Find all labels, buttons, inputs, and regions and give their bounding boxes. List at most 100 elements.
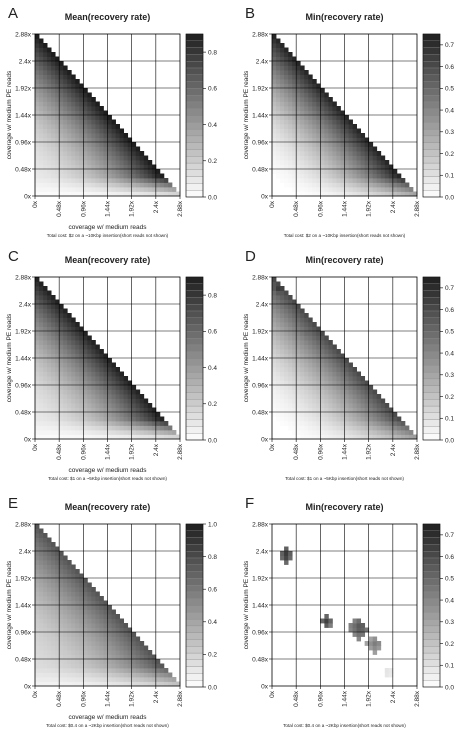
heatmap-cell	[356, 632, 362, 637]
heatmap-cell	[300, 425, 305, 431]
heatmap-cell	[296, 74, 301, 80]
heatmap-cell	[107, 169, 112, 174]
heatmap-cell	[51, 623, 56, 628]
heatmap-cell	[272, 353, 277, 359]
heatmap-cell	[67, 582, 72, 588]
heatmap-cell	[316, 416, 321, 422]
heatmap-cell	[55, 555, 60, 561]
heatmap-cell	[55, 353, 60, 359]
heatmap-cell	[284, 551, 289, 556]
heatmap-cell	[384, 187, 390, 192]
heatmap-cell	[95, 191, 100, 197]
heatmap-cell	[43, 43, 48, 48]
heatmap-cell	[35, 560, 40, 565]
heatmap-cell	[292, 362, 297, 368]
heatmap-cell	[55, 403, 60, 408]
heatmap-cell	[360, 142, 366, 147]
heatmap-cell	[304, 106, 309, 111]
grid	[35, 524, 180, 686]
heatmap-cell	[51, 83, 56, 89]
heatmap-cell	[99, 389, 104, 395]
heatmap-cell	[320, 151, 325, 156]
heatmap-cell	[71, 614, 76, 619]
heatmap-cell	[288, 389, 293, 395]
heatmap-cell	[75, 641, 80, 646]
heatmap-cell	[67, 101, 72, 107]
heatmap-cell	[71, 101, 76, 107]
heatmap-cell	[272, 160, 277, 165]
heatmap-cell	[75, 83, 80, 89]
heatmap-cell	[147, 164, 153, 170]
heatmap-cell	[139, 641, 145, 646]
heatmap-cell	[43, 70, 48, 75]
heatmap-cell	[51, 542, 56, 547]
heatmap-cell	[67, 362, 72, 368]
heatmap-cell	[35, 645, 40, 651]
heatmap-cell	[91, 367, 96, 372]
heatmap-cell	[79, 573, 84, 579]
heatmap-cell	[115, 672, 120, 678]
heatmap-cell	[43, 295, 48, 300]
heatmap-cell	[103, 398, 108, 404]
heatmap-cell	[59, 97, 64, 102]
colorbar-step	[185, 169, 204, 177]
heatmap-cell	[47, 663, 52, 669]
heatmap-cell	[312, 92, 317, 98]
x-tick-label: 2.4x	[153, 690, 160, 703]
heatmap-cell	[75, 380, 80, 386]
heatmap-cell	[344, 119, 349, 125]
heatmap-cell	[163, 425, 169, 431]
heatmap-cell	[99, 618, 104, 624]
heatmap-cell	[75, 407, 80, 413]
heatmap-cell	[316, 115, 321, 120]
heatmap-cell	[59, 663, 64, 669]
heatmap-cell	[51, 434, 56, 440]
heatmap-cell	[51, 335, 56, 341]
heatmap-cell	[43, 663, 48, 669]
heatmap-cell	[292, 358, 297, 363]
x-tick-label: 0.48x	[293, 443, 300, 460]
heatmap-cell	[272, 169, 277, 174]
heatmap-cell	[316, 434, 321, 440]
heatmap-cell	[272, 385, 277, 390]
heatmap-cell	[344, 164, 349, 170]
heatmap-cell	[296, 326, 301, 332]
heatmap-cell	[39, 627, 44, 633]
heatmap-cell	[163, 191, 169, 197]
heatmap-cell	[336, 412, 341, 417]
heatmap-cell	[63, 614, 68, 619]
heatmap-cell	[35, 681, 40, 687]
heatmap-cell	[372, 182, 378, 188]
heatmap-cell	[83, 407, 88, 413]
heatmap-cell	[332, 191, 337, 197]
heatmap-cell	[372, 425, 378, 431]
heatmap-cell	[51, 101, 56, 107]
heatmap-cell	[280, 79, 285, 84]
heatmap-cell	[83, 376, 88, 381]
heatmap-cell	[67, 672, 72, 678]
heatmap-cell	[95, 146, 100, 152]
heatmap-cell	[292, 97, 297, 102]
heatmap-cell	[39, 542, 44, 547]
heatmap-cell	[39, 70, 44, 75]
heatmap-cell	[352, 133, 357, 138]
heatmap-cell	[63, 596, 68, 601]
heatmap-cell	[63, 83, 68, 89]
heatmap-cell	[111, 151, 116, 156]
heatmap-cell	[87, 398, 92, 404]
colorbar-tick-label: 0.1	[445, 173, 454, 180]
heatmap-cell	[392, 421, 398, 426]
heatmap-cell	[147, 650, 153, 655]
heatmap-cell	[59, 178, 64, 183]
heatmap-cell	[412, 191, 418, 197]
heatmap-cell	[79, 376, 84, 381]
heatmap-cell	[111, 385, 116, 390]
heatmap-cell	[83, 151, 88, 156]
heatmap-cell	[280, 331, 285, 336]
heatmap-cell	[67, 430, 72, 435]
heatmap-cell	[328, 137, 333, 143]
heatmap-cell	[300, 367, 305, 372]
heatmap-cell	[404, 430, 410, 435]
heatmap-cell	[139, 681, 145, 687]
heatmap-cell	[39, 178, 44, 183]
